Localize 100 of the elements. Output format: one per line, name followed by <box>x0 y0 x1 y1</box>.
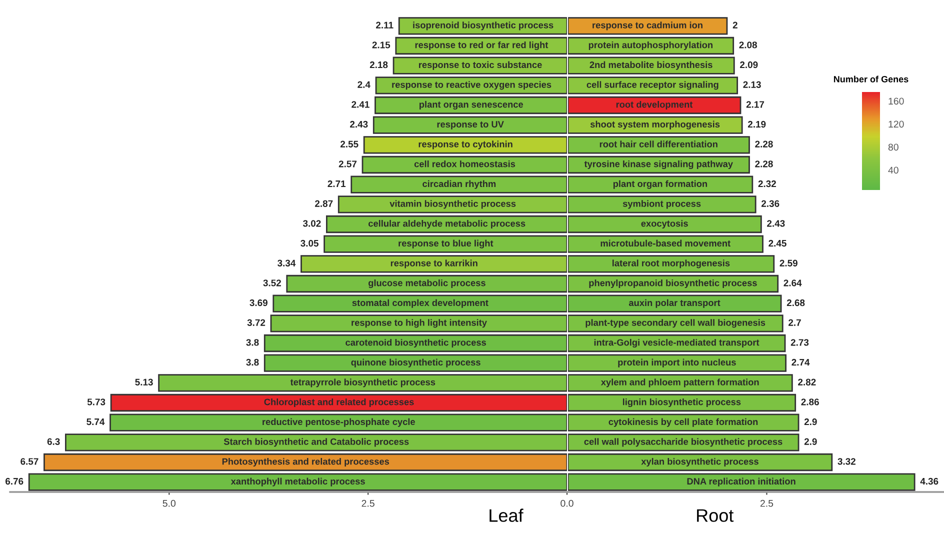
y-tick-label: response to blue light <box>398 240 494 248</box>
y-tick-label: isoprenoid biosynthetic process <box>413 22 554 30</box>
x-axis-title: Leaf <box>490 508 524 522</box>
data-label: 2.36 <box>761 200 780 207</box>
data-label: 2.41 <box>352 101 370 108</box>
data-label: 3.8 <box>246 339 259 346</box>
y-tick-label: protein autophosphorylation <box>588 41 712 50</box>
y-tick-label: lateral root morphogenesis <box>612 260 730 268</box>
x-tick-label: 2.5 <box>760 500 774 507</box>
y-tick-label: lignin biosynthetic process <box>622 398 741 408</box>
data-label: 2.71 <box>328 180 346 188</box>
data-label: 2.32 <box>758 180 776 188</box>
data-label: 2 <box>732 22 738 28</box>
y-tick-label: Starch biosynthetic and Catabolic process <box>224 438 409 447</box>
data-label: 3.32 <box>838 458 856 465</box>
data-label: 2.13 <box>743 81 761 88</box>
data-label: 2.55 <box>340 140 358 148</box>
y-tick-label: reductive pentose-phosphate cycle <box>262 418 415 427</box>
data-label: 2.82 <box>798 378 816 386</box>
y-tick-label: intra-Golgi vesicle-mediated transport <box>594 338 760 348</box>
data-label: 3.05 <box>300 240 318 247</box>
data-label: 2.19 <box>748 120 766 128</box>
y-tick-label: cell surface receptor signaling <box>586 81 718 90</box>
y-tick-label: response to UV <box>437 121 504 130</box>
y-tick-label: microtubule-based movement <box>600 240 730 247</box>
data-label: 2.08 <box>739 42 757 48</box>
y-tick-label: response to cadmium ion <box>592 22 702 30</box>
data-label: 3.72 <box>247 319 266 326</box>
data-label: 2.68 <box>786 299 805 306</box>
x-tick-label: 5.0 <box>162 500 176 507</box>
y-tick-label: plant organ formation <box>613 180 708 189</box>
annotation: 160 <box>888 98 904 105</box>
y-tick-label: response to cytokinin <box>418 140 512 150</box>
y-tick-label: vitamin biosynthetic process <box>390 200 516 209</box>
y-tick-label: 2nd metabolite biosynthesis <box>590 61 712 70</box>
y-tick-label: xylan biosynthetic process <box>641 458 758 467</box>
data-label: 2.09 <box>740 61 758 68</box>
y-tick-label: protein import into nucleus <box>618 358 736 368</box>
x-axis-title: Root <box>697 509 734 522</box>
data-label: 2.11 <box>376 22 394 28</box>
y-tick-label: response to red or far red light <box>415 41 548 50</box>
data-label: 5.13 <box>135 378 153 386</box>
y-tick-label: phenylpropanoid biosynthetic process <box>589 279 757 288</box>
data-label: 2.86 <box>801 398 819 406</box>
data-label: 2.7 <box>788 319 801 326</box>
data-label: 3.02 <box>302 220 321 227</box>
data-label: 6.76 <box>6 478 24 485</box>
x-tick-label: 2.5 <box>362 500 374 507</box>
data-label: 5.74 <box>86 418 105 426</box>
data-label: 2.28 <box>755 140 773 148</box>
data-label: 2.17 <box>746 101 764 108</box>
data-label: 3.69 <box>250 299 268 306</box>
annotation: 40 <box>888 166 898 174</box>
y-tick-label: quinone biosynthetic process <box>351 358 480 368</box>
data-label: 2.59 <box>780 260 798 266</box>
data-label: 2.43 <box>767 220 785 227</box>
data-label: 2.64 <box>784 280 802 286</box>
data-label: 3.34 <box>278 260 296 266</box>
y-tick-label: DNA replication initiation <box>687 478 796 486</box>
y-tick-label: Chloroplast and related processes <box>264 398 414 408</box>
data-label: 5.73 <box>87 398 106 406</box>
y-tick-label: response to toxic substance <box>418 61 542 70</box>
x-tick-label: 0.0 <box>560 500 574 507</box>
data-label: 3.52 <box>263 280 281 286</box>
y-tick-label: circadian rhythm <box>422 180 496 189</box>
annotation: 120 <box>888 120 904 128</box>
y-tick-label: root hair cell differentiation <box>600 140 718 148</box>
y-tick-label: stomatal complex development <box>352 299 488 308</box>
data-label: 2.9 <box>804 418 817 426</box>
y-tick-label: response to high light intensity <box>352 319 487 328</box>
data-label: 2.73 <box>790 339 809 346</box>
y-tick-label: cell redox homeostasis <box>414 160 516 168</box>
y-tick-label: xanthophyll metabolic process <box>230 478 365 486</box>
y-tick-label: shoot system morphogenesis <box>590 120 720 130</box>
y-tick-label: symbiont process <box>622 200 701 209</box>
y-tick-label: response to reactive oxygen species <box>392 81 552 90</box>
data-label: 2.18 <box>370 61 388 68</box>
annotation: 80 <box>888 144 898 151</box>
y-tick-label: plant organ senescence <box>420 100 524 110</box>
y-tick-label: plant-type secondary cell wall biogenesis <box>586 319 766 328</box>
data-label: 4.36 <box>920 478 938 485</box>
y-tick-label: Photosynthesis and related processes <box>222 458 390 467</box>
data-label: 2.4 <box>358 81 370 88</box>
y-tick-label: cell wall polysaccharide biosynthetic process <box>584 438 782 447</box>
data-label: 2.74 <box>792 358 810 366</box>
data-label: 2.43 <box>350 120 368 128</box>
y-tick-label: tetrapyrrole biosynthetic process <box>290 378 436 388</box>
y-tick-label: response to karrikin <box>390 260 478 268</box>
data-label: 2.15 <box>372 42 390 48</box>
y-tick-label: exocytosis <box>641 220 688 229</box>
data-label: 2.9 <box>804 438 817 445</box>
data-label: 2.45 <box>768 240 786 247</box>
y-tick-label: cellular aldehyde metabolic process <box>368 220 526 229</box>
data-label: 3.8 <box>246 358 259 366</box>
y-tick-label: carotenoid biosynthetic process <box>346 338 486 348</box>
data-label: 2.87 <box>315 200 333 207</box>
y-tick-label: glucose metabolic process <box>368 279 486 288</box>
data-label: 2.28 <box>755 160 773 168</box>
y-tick-label: xylem and phloem pattern formation <box>600 378 759 388</box>
data-label: 6.57 <box>20 458 38 465</box>
